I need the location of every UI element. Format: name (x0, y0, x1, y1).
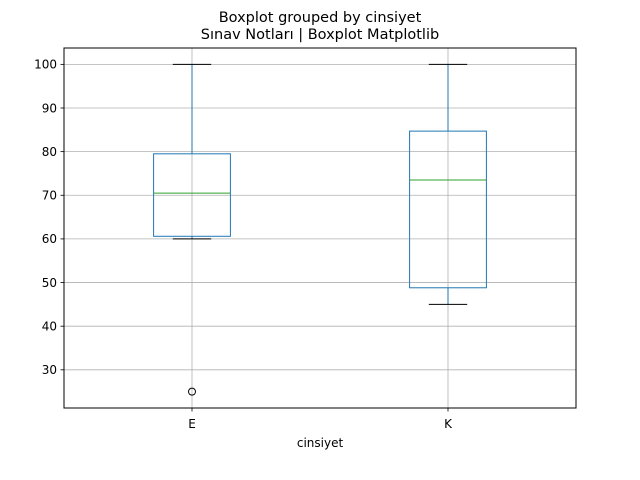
y-tick-label: 60 (42, 232, 57, 246)
y-tick-label: 80 (42, 145, 57, 159)
box-iqr (153, 153, 231, 237)
y-tick-label: 70 (42, 189, 57, 203)
grid-lines (64, 48, 576, 408)
boxes (153, 63, 487, 396)
x-tick-label: E (188, 417, 196, 431)
y-axis-ticks: 30 40 50 60 70 80 90 100 (34, 58, 64, 377)
outlier-point (188, 387, 196, 396)
y-tick-label: 90 (42, 101, 57, 115)
y-tick-label: 100 (34, 58, 57, 72)
y-tick-label: 40 (42, 319, 57, 333)
y-tick-label: 30 (42, 363, 57, 377)
chart-subtitle: Sınav Notları | Boxplot Matplotlib (201, 27, 439, 43)
y-tick-label: 50 (42, 276, 57, 290)
x-axis-label: cinsiyet (297, 436, 344, 450)
x-tick-label: K (444, 417, 453, 431)
plot-frame (63, 47, 577, 409)
box-iqr (409, 130, 487, 289)
box-E (153, 63, 231, 396)
chart-title: Boxplot grouped by cinsiyet (219, 10, 422, 26)
box-K (409, 63, 487, 305)
